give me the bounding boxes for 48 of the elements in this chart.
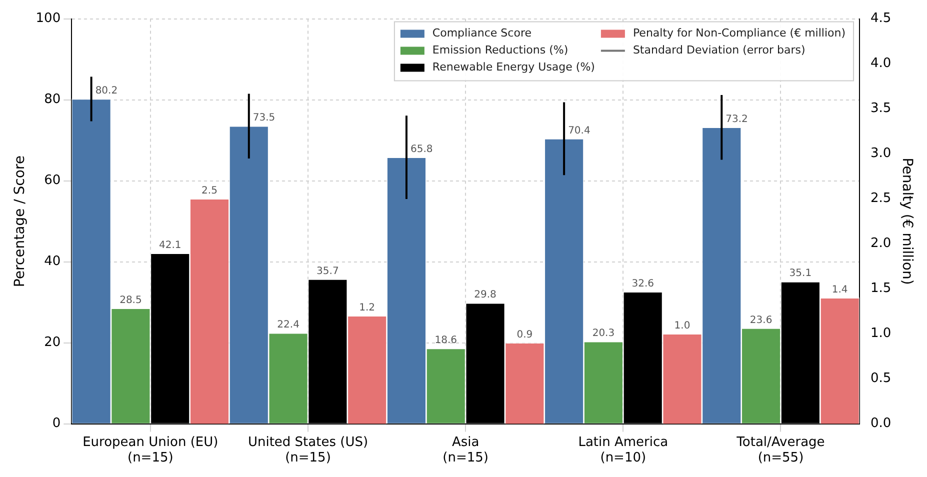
data-label: 80.2 bbox=[95, 86, 118, 97]
y2-tick-label: 1.5 bbox=[870, 281, 892, 296]
y-tick-label: 80 bbox=[44, 92, 61, 108]
x-tick-label: Latin America (n=10) bbox=[578, 434, 668, 466]
data-label: 22.4 bbox=[277, 320, 300, 331]
y2-tick-label: 4.0 bbox=[870, 56, 892, 72]
y2-tick-label: 1.0 bbox=[870, 326, 892, 342]
y2-tick-label: 4.5 bbox=[870, 11, 892, 26]
x-tick-label: Total/Average (n=55) bbox=[736, 434, 825, 466]
y-axis-title: Percentage / Score bbox=[12, 156, 28, 288]
data-label: 0.9 bbox=[516, 329, 533, 340]
data-label: 2.5 bbox=[202, 185, 218, 196]
legend-label: Compliance Score bbox=[432, 26, 532, 40]
y2-tick-label: 2.5 bbox=[870, 191, 892, 206]
x-tick-label: European Union (EU) (n=15) bbox=[82, 434, 218, 466]
y-tick-label: 100 bbox=[36, 11, 61, 26]
y-tick-label: 0 bbox=[52, 416, 61, 432]
data-label: 70.4 bbox=[568, 125, 590, 136]
data-label: 35.7 bbox=[316, 266, 339, 277]
data-label: 1.4 bbox=[832, 284, 848, 296]
data-label: 29.8 bbox=[474, 290, 496, 301]
annotation: Standard Deviation (error bars) bbox=[632, 44, 806, 57]
data-label: 18.6 bbox=[434, 335, 458, 346]
y2-axis-title: Penalty (€ million) bbox=[898, 158, 915, 285]
data-label: 73.2 bbox=[726, 114, 748, 125]
y2-tick-label: 3.0 bbox=[870, 146, 892, 162]
y2-tick-label: 3.5 bbox=[870, 101, 892, 116]
data-label: 65.8 bbox=[410, 144, 433, 155]
data-label: 42.1 bbox=[158, 240, 182, 251]
data-label: 73.5 bbox=[252, 112, 276, 124]
data-label: 32.6 bbox=[632, 278, 654, 290]
legend-label: Penalty for Non-Compliance (€ million) bbox=[632, 26, 846, 40]
data-label: 1.0 bbox=[674, 320, 690, 332]
legend-label: Renewable Energy Usage (%) bbox=[432, 60, 595, 74]
data-label: 1.2 bbox=[359, 302, 376, 314]
y2-tick-label: 2.0 bbox=[870, 236, 892, 252]
y-tick-label: 40 bbox=[44, 254, 61, 270]
y-tick-label: 20 bbox=[44, 335, 61, 350]
x-tick-label: United States (US) (n=15) bbox=[248, 434, 368, 466]
y2-tick-label: 0.5 bbox=[870, 371, 892, 386]
y-tick-label: 60 bbox=[44, 173, 61, 188]
data-label: 35.1 bbox=[789, 268, 812, 280]
data-label: 28.5 bbox=[120, 294, 142, 306]
data-label: 20.3 bbox=[592, 328, 615, 340]
legend-label: Emission Reductions (%) bbox=[432, 44, 568, 57]
y2-tick-label: 0.0 bbox=[870, 416, 892, 432]
data-label: 23.6 bbox=[750, 314, 772, 326]
x-tick-label: Asia (n=15) bbox=[442, 434, 488, 466]
